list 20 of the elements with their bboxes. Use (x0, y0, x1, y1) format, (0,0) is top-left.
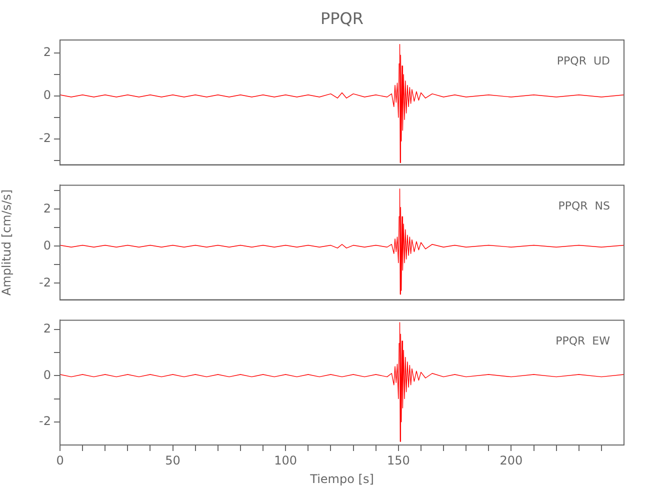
x-tick-label: 50 (165, 453, 180, 468)
x-axis-title: Tiempo [s] (309, 472, 374, 486)
x-tick-label: 150 (386, 453, 410, 468)
y-axis-title: Amplitud [cm/s/s] (0, 189, 14, 296)
annotation: PPQR EW (556, 334, 610, 348)
y-tick-label: -2 (39, 131, 51, 146)
x-tick-label: 0 (56, 453, 64, 468)
x-tick-label: 100 (274, 453, 298, 468)
y-tick-label: 0 (43, 88, 51, 102)
chart-title: PPQR (320, 9, 364, 28)
y-tick-label: 2 (43, 45, 51, 60)
y-tick-label: 0 (43, 368, 51, 382)
y-tick-label: 2 (43, 322, 51, 336)
y-tick-label: 0 (43, 238, 51, 252)
annotation: PPQR NS (558, 200, 610, 213)
y-tick-label: 2 (43, 201, 51, 216)
y-tick-label: -2 (39, 414, 51, 428)
annotation: PPQR UD (556, 54, 610, 68)
y-tick-label: -2 (39, 275, 51, 290)
x-tick-label: 200 (500, 453, 523, 468)
